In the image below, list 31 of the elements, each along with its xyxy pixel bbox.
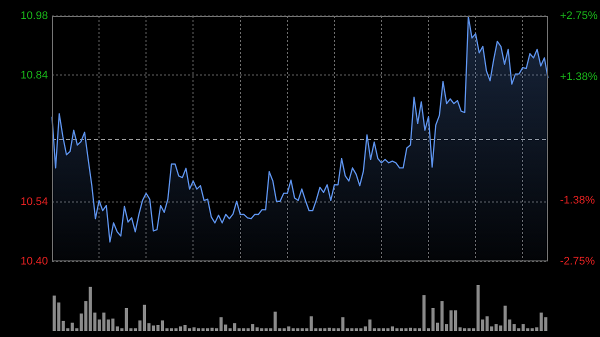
y2-tick-label: -2.75% (560, 255, 596, 268)
y2-tick-label: -1.38% (560, 194, 596, 206)
bar (174, 328, 178, 331)
bar (201, 328, 205, 331)
bar (152, 325, 156, 331)
bar (178, 326, 182, 331)
y-tick-label: 10.54 (20, 196, 48, 208)
bar (413, 328, 417, 331)
y-tick-label: 10.84 (20, 69, 48, 82)
bar (188, 328, 192, 331)
bar (170, 328, 174, 331)
bar (142, 304, 146, 331)
bar (196, 328, 200, 331)
bar (400, 328, 404, 331)
bar (449, 310, 453, 331)
bar (390, 326, 394, 331)
bar (160, 320, 164, 331)
y2-tick-label: +2.75% (560, 10, 598, 22)
bar (422, 295, 426, 331)
y2-tick-label: +1.38% (560, 71, 598, 84)
bar (386, 328, 390, 331)
bar (395, 328, 399, 331)
bar (206, 328, 210, 331)
y-tick-label: 10.98 (20, 10, 48, 22)
bar (192, 327, 196, 331)
bar (454, 310, 458, 331)
bar (404, 328, 408, 331)
bar (183, 325, 187, 331)
y-tick-label: 10.40 (20, 255, 48, 268)
bar (440, 301, 444, 331)
bar (431, 308, 435, 331)
